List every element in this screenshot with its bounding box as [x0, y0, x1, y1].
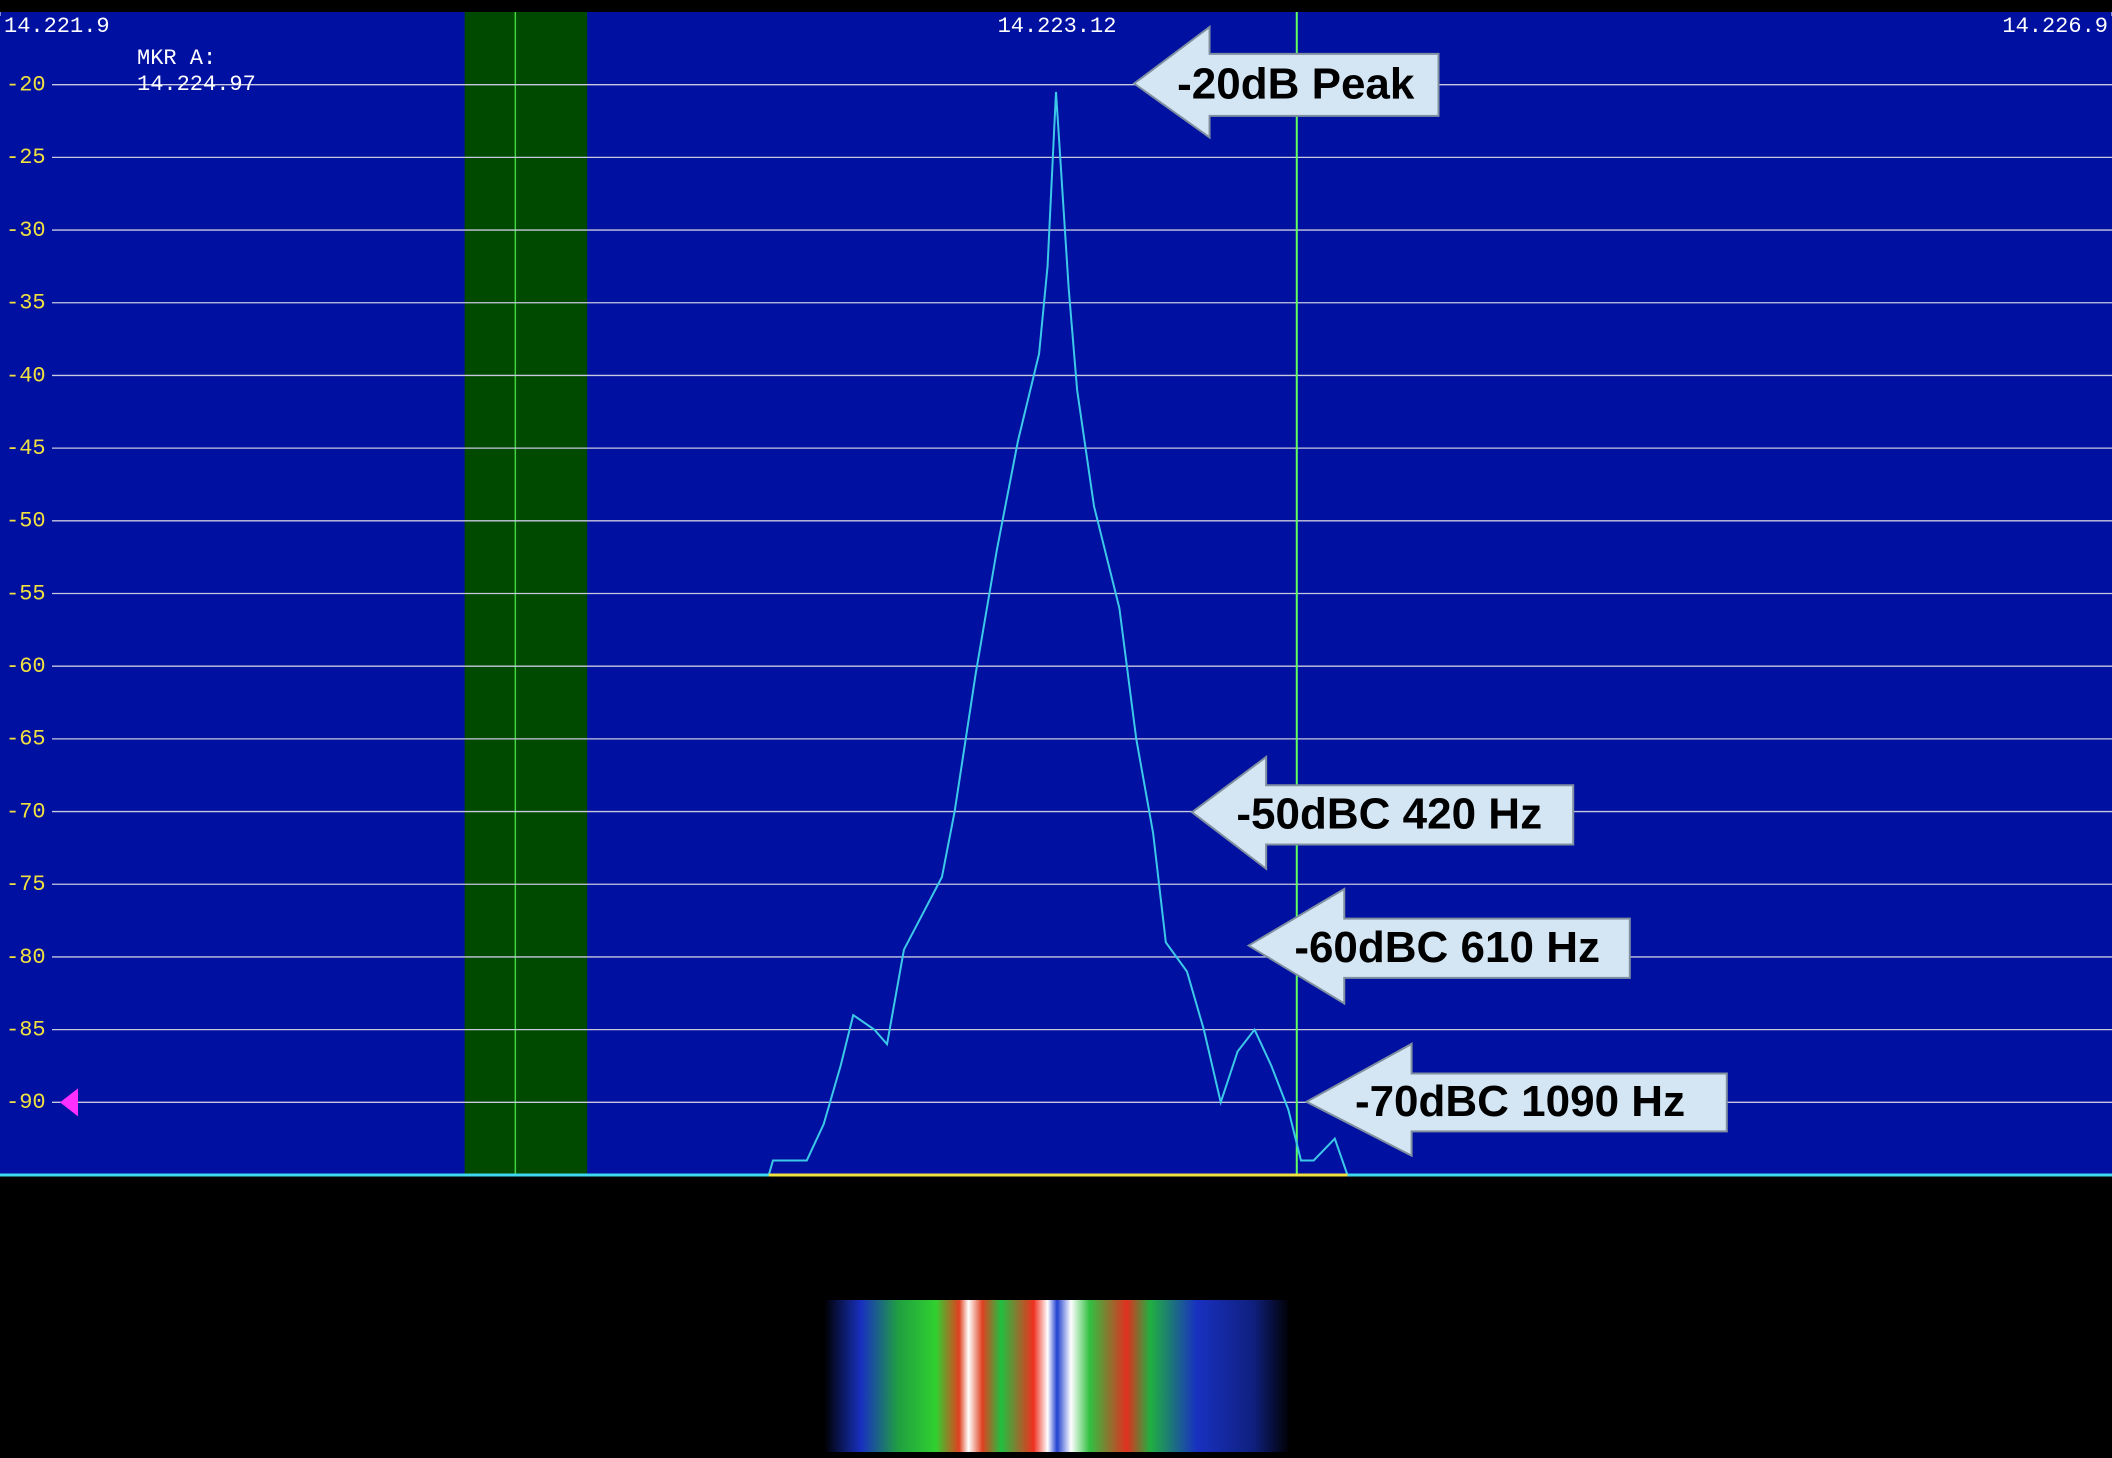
y-tick-label: -20 [6, 73, 46, 98]
callout [1304, 1042, 1728, 1158]
top-bar [0, 0, 2112, 12]
y-tick-label: -30 [6, 218, 46, 243]
vfo-label: 14.223.12 [998, 14, 1117, 39]
spectrum-background [0, 0, 2112, 1175]
y-tick-label: -65 [6, 727, 46, 752]
y-tick-label: -60 [6, 654, 46, 679]
y-tick-label: -55 [6, 581, 46, 606]
x-tick-label: 14.221.9 [4, 14, 110, 39]
marker-name: MKR A: [137, 46, 216, 71]
y-tick-label: -25 [6, 145, 46, 170]
callout [1190, 754, 1575, 871]
callout [1246, 887, 1631, 1006]
y-tick-label: -85 [6, 1017, 46, 1042]
x-tick-label: 14.226.9 [2002, 14, 2108, 39]
spectrum-trace [767, 91, 1349, 1176]
ref-marker [60, 1088, 78, 1117]
y-tick-label: -40 [6, 363, 46, 388]
callout-text: -70dBC 1090 Hz [1355, 1077, 1685, 1126]
y-tick-label: -90 [6, 1090, 46, 1115]
marker-label: 14.224.97 [137, 72, 256, 97]
waterfall [824, 1300, 1290, 1452]
y-tick-label: -80 [6, 945, 46, 970]
y-tick-label: -70 [6, 799, 46, 824]
y-tick-label: -35 [6, 291, 46, 316]
callout [1132, 24, 1440, 140]
y-tick-label: -75 [6, 872, 46, 897]
y-tick-label: -45 [6, 436, 46, 461]
callout-text: -20dB Peak [1177, 59, 1415, 108]
callout-text: -50dBC 420 Hz [1236, 790, 1542, 839]
callout-text: -60dBC 610 Hz [1294, 923, 1600, 972]
y-tick-label: -50 [6, 509, 46, 534]
plot: -20 -25 -30 -35 -40 -45 -50 -55 -60 -65 -70 -75 -80 -… [0, 12, 2112, 1177]
